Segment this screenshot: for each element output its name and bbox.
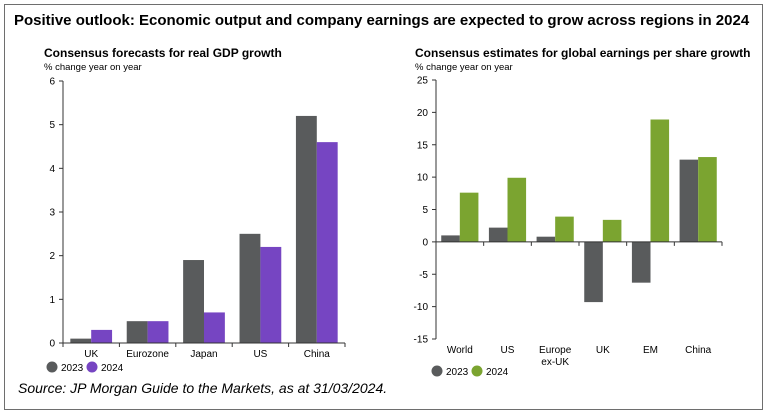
y-tick-label: 5 <box>49 120 55 131</box>
bar-2024-us <box>507 177 527 242</box>
y-tick-label: 6 <box>49 77 55 88</box>
category-label: Eurozone <box>126 349 169 360</box>
bar-2024-world <box>459 192 479 242</box>
y-tick-label: 4 <box>49 164 55 175</box>
y-tick-label: 1 <box>49 295 55 306</box>
y-tick-label: 3 <box>49 208 55 219</box>
bar-2023-us <box>239 233 261 343</box>
source-note: Source: JP Morgan Guide to the Markets, … <box>18 380 388 396</box>
gdp-chart-title: Consensus forecasts for real GDP growth <box>44 46 282 60</box>
y-tick-label: 2 <box>49 251 55 262</box>
category-label: EM <box>643 345 658 356</box>
bar-2023-world <box>441 235 460 242</box>
category-label: World <box>447 345 473 356</box>
bar-2023-us <box>488 227 508 242</box>
legend-marker-2024 <box>86 361 98 373</box>
gdp-growth-chart: 0 1 2 3 4 5 6 UK Eurozone Japan US China 2023 2024 <box>46 77 346 374</box>
bar-2024-eurozone <box>147 321 169 343</box>
bar-2023-china <box>295 115 317 344</box>
bar-2023-eurozone <box>126 321 148 343</box>
category-label-line: Europe <box>539 345 572 356</box>
bar-2024-uk <box>91 329 113 343</box>
y-tick-label: 10 <box>417 173 429 184</box>
bar-2024-europe-ex-uk <box>555 216 574 242</box>
bar-2024-china <box>316 142 338 343</box>
legend-marker-2023 <box>431 365 443 377</box>
legend-marker-2024 <box>471 365 483 377</box>
legend-marker-2023 <box>46 361 58 373</box>
y-tick-label: -10 <box>414 302 429 313</box>
bar-2023-europe-ex-uk <box>536 236 556 242</box>
category-label: China <box>685 345 712 356</box>
bar-2024-china <box>698 157 717 242</box>
y-tick-label: 20 <box>417 108 429 119</box>
bar-2024-uk <box>602 219 622 242</box>
y-tick-label: 0 <box>422 237 428 248</box>
bar-2024-us <box>260 246 282 343</box>
eps-chart-unit: % change year on year <box>415 62 513 73</box>
category-label: US <box>253 349 267 360</box>
bar-2023-uk <box>584 241 603 303</box>
legend-label-2024: 2024 <box>101 363 124 374</box>
category-label: UK <box>596 345 610 356</box>
figure-title: Positive outlook: Economic output and co… <box>14 12 750 29</box>
y-tick-label: 25 <box>417 76 429 87</box>
bar-2023-uk <box>70 338 92 343</box>
legend-label-2023: 2023 <box>446 367 469 378</box>
y-tick-label: 5 <box>422 205 428 216</box>
bar-2024-em <box>650 119 670 242</box>
category-label-line: ex-UK <box>541 357 569 368</box>
legend-label-2024: 2024 <box>486 367 509 378</box>
gdp-chart-unit: % change year on year <box>44 62 142 73</box>
bar-2024-japan <box>204 312 225 343</box>
bar-2023-china <box>679 159 699 242</box>
y-tick-label: -15 <box>414 335 429 346</box>
y-tick-label: 15 <box>417 140 429 151</box>
bar-2023-japan <box>183 260 204 343</box>
legend-label-2023: 2023 <box>61 363 84 374</box>
eps-chart-title: Consensus estimates for global earnings … <box>415 46 751 60</box>
category-label: China <box>304 349 331 360</box>
category-label: UK <box>84 349 98 360</box>
y-tick-label: 0 <box>49 339 55 350</box>
bar-2023-em <box>631 241 651 283</box>
y-tick-label: -5 <box>419 270 428 281</box>
category-label: Japan <box>190 349 217 360</box>
category-label: US <box>501 345 515 356</box>
